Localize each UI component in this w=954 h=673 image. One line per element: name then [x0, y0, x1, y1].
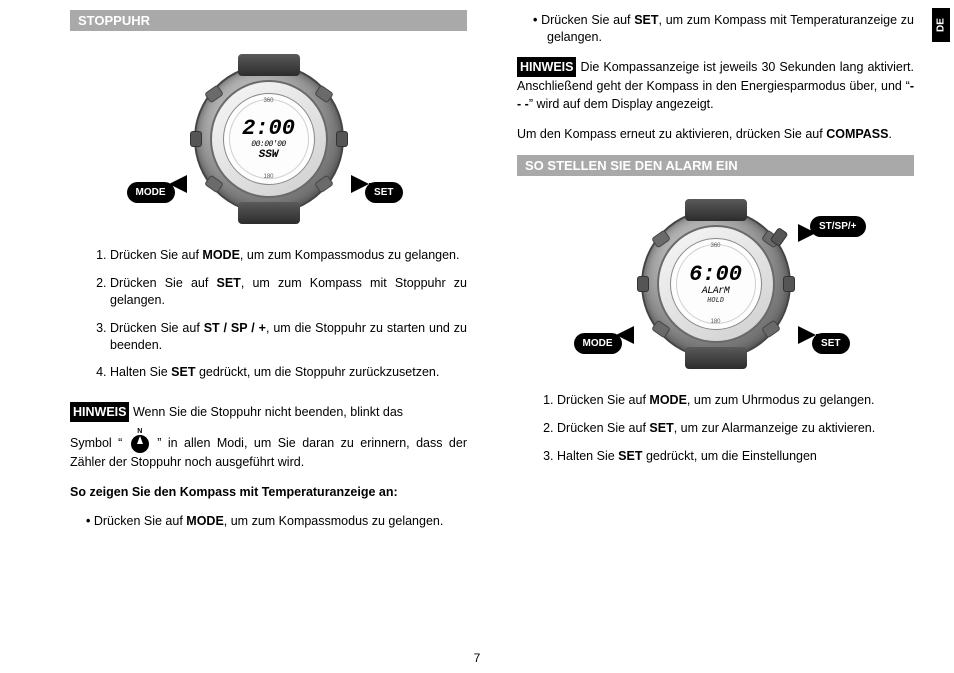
- label-set: SET: [812, 333, 849, 354]
- list-item: Drücken Sie auf ST / SP / +, um die Stop…: [110, 320, 467, 354]
- alarm-steps: Drücken Sie auf MODE, um zum Uhrmodus zu…: [517, 392, 914, 476]
- sub-heading: So zeigen Sie den Kompass mit Temperatur…: [70, 483, 467, 501]
- label-stsp: ST/SP/+: [810, 216, 866, 237]
- list-item: Halten Sie SET gedrückt, um die Stoppuhr…: [110, 364, 467, 381]
- list-item: Drücken Sie auf SET, um zum Kompass mit …: [110, 275, 467, 309]
- watch-body: 360 180 2:00 00:00'00 SSW: [194, 64, 344, 214]
- label-mode: MODE: [127, 182, 175, 203]
- left-column: STOPPUHR 360 180 2:00 00:00'00 SSW: [70, 10, 467, 640]
- section-header-alarm: SO STELLEN SIE DEN ALARM EIN: [517, 155, 914, 176]
- language-tab: DE: [932, 8, 950, 42]
- stopwatch-steps: Drücken Sie auf MODE, um zum Kompassmodu…: [70, 247, 467, 392]
- list-item: Drücken Sie auf MODE, um zum Kompassmodu…: [100, 513, 467, 530]
- dial-180: 180: [710, 319, 720, 325]
- watch-figure-alarm: 360 180 6:00 ALArM HOLD ST/SP/+ MODE SET: [517, 194, 914, 374]
- page-number: 7: [474, 651, 481, 665]
- dial-360: 360: [263, 98, 273, 104]
- list-item: Halten Sie SET gedrückt, um die Einstell…: [557, 448, 914, 465]
- hinweis-line-1: HINWEIS Wenn Sie die Stoppuhr nicht been…: [70, 402, 467, 422]
- para-compass-reactivate: Um den Kompass erneut zu aktivieren, drü…: [517, 125, 914, 143]
- label-set: SET: [365, 182, 402, 203]
- right-column: Drücken Sie auf SET, um zum Kompass mit …: [517, 10, 914, 640]
- section-header-stopwatch: STOPPUHR: [70, 10, 467, 31]
- list-item: Drücken Sie auf MODE, um zum Kompassmodu…: [110, 247, 467, 264]
- watch-figure-stopwatch: 360 180 2:00 00:00'00 SSW MODE SET: [70, 49, 467, 229]
- watch-body: 360 180 6:00 ALArM HOLD: [641, 209, 791, 359]
- temp-compass-bullets: Drücken Sie auf MODE, um zum Kompassmodu…: [70, 513, 467, 541]
- display-sub2: HOLD: [707, 297, 724, 305]
- hinweis-line-2: Symbol “ N ” in allen Modi, um Sie daran…: [70, 434, 467, 471]
- list-item: Drücken Sie auf MODE, um zum Uhrmodus zu…: [557, 392, 914, 409]
- label-mode: MODE: [574, 333, 622, 354]
- dial-180: 180: [263, 174, 273, 180]
- list-item: Drücken Sie auf SET, um zur Alarmanzeige…: [557, 420, 914, 437]
- list-item: Drücken Sie auf SET, um zum Kompass mit …: [547, 12, 914, 46]
- dial-360: 360: [710, 243, 720, 249]
- continued-bullet: Drücken Sie auf SET, um zum Kompass mit …: [517, 12, 914, 57]
- hinweis-compass: HINWEIS Die Kompassanzeige ist jeweils 3…: [517, 57, 914, 113]
